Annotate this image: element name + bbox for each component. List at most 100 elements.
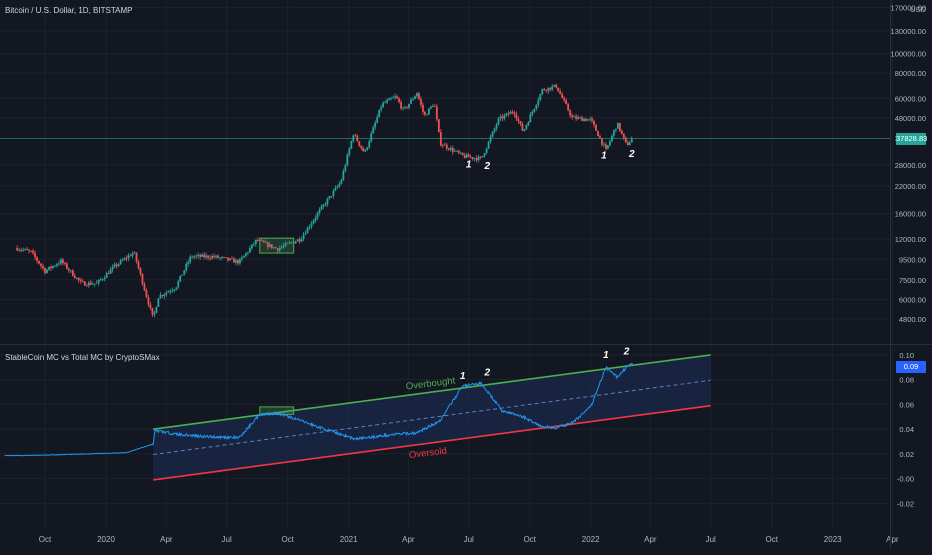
candle-body	[509, 111, 512, 115]
candle-body	[626, 142, 629, 146]
candle-body	[95, 282, 98, 284]
candle-body	[392, 97, 394, 99]
candle-body	[306, 227, 309, 234]
candle-body	[272, 247, 275, 249]
candle-body	[386, 100, 389, 103]
candle-body	[487, 141, 490, 149]
candle-body	[254, 239, 257, 245]
candle-body	[465, 154, 468, 158]
candle-body	[262, 240, 265, 243]
indicator-marker: 1	[603, 350, 609, 361]
candle-body	[203, 254, 206, 258]
channel-midline	[153, 379, 711, 456]
candle-body	[497, 118, 500, 125]
candle-body	[469, 157, 472, 158]
candle-body	[211, 255, 213, 259]
candle-body	[258, 240, 261, 241]
candle-body	[451, 147, 454, 152]
candle-body	[292, 242, 295, 244]
candle-body	[429, 106, 432, 109]
last-price-badge: 37828.83	[896, 132, 928, 145]
price-highlight-rect	[259, 237, 295, 254]
indicator-title[interactable]: StableCoin MC vs Total MC by CryptoSMax	[5, 353, 160, 362]
price-tick-label: 170000.00	[891, 3, 926, 12]
time-x-axis: Oct 2020 Apr Jul Oct 2021 Apr Jul Oct 2022 Apr Jul O…	[39, 535, 899, 544]
x-tick-label: Apr	[402, 535, 415, 544]
candle-body	[591, 118, 593, 121]
candle-body	[135, 252, 138, 262]
x-tick-label: 2020	[97, 535, 115, 544]
candle-body	[531, 111, 534, 115]
currency-label: USD	[910, 5, 926, 14]
indicator-marker: 2	[623, 346, 630, 357]
candle-body	[81, 281, 84, 282]
candle-body	[151, 307, 154, 315]
candle-body	[60, 259, 62, 264]
candle-body	[493, 128, 496, 132]
candle-body	[447, 148, 450, 150]
candle-body	[618, 122, 621, 131]
candle-body	[607, 145, 609, 149]
candle-body	[545, 90, 548, 92]
price-tick-label: 7500.00	[899, 276, 926, 285]
price-tick-label: 12000.00	[895, 235, 926, 244]
candle-body	[310, 223, 313, 227]
candle-body	[599, 136, 601, 139]
indicator-tick-label: 0.08	[899, 376, 914, 385]
candle-body	[499, 116, 502, 119]
candle-body	[181, 274, 184, 276]
x-tick-label: Jul	[464, 535, 474, 544]
candle-body	[380, 107, 383, 110]
candle-body	[237, 260, 239, 264]
candle-body	[555, 84, 558, 88]
candle-body	[193, 256, 196, 258]
candle-body	[318, 209, 321, 213]
candle-body	[330, 196, 333, 197]
candle-body	[46, 269, 48, 274]
candle-body	[587, 119, 589, 121]
candle-body	[382, 102, 385, 108]
candle-body	[595, 124, 597, 131]
candle-body	[119, 260, 122, 264]
candle-body	[358, 141, 361, 146]
candle-body	[366, 147, 369, 150]
candle-body	[519, 120, 522, 124]
price-marker: 2	[628, 149, 635, 160]
candle-body	[547, 87, 550, 92]
price-marker: 1	[601, 150, 607, 161]
price-chart-title[interactable]: Bitcoin / U.S. Dollar, 1D, BITSTAMP	[5, 6, 133, 15]
candle-body	[264, 242, 267, 244]
candle-body	[65, 263, 68, 269]
candle-body	[129, 255, 132, 257]
candle-body	[107, 273, 110, 274]
indicator-tick-label: -0.00	[897, 475, 914, 484]
candle-body	[223, 257, 225, 258]
candle-body	[286, 242, 289, 244]
candle-body	[73, 275, 76, 279]
candle-body	[543, 89, 546, 91]
candle-body	[296, 239, 299, 242]
candle-body	[577, 117, 579, 119]
candle-body	[481, 155, 484, 158]
candle-body	[453, 150, 456, 152]
candle-body	[533, 108, 536, 112]
candle-body	[374, 122, 377, 128]
candle-body	[67, 268, 70, 271]
candle-body	[326, 198, 329, 205]
candle-body	[485, 148, 488, 154]
candle-body	[612, 130, 615, 136]
candle-body	[390, 98, 393, 100]
candle-body	[205, 255, 208, 258]
candle-body	[515, 114, 518, 119]
candle-body	[322, 204, 325, 207]
candle-body	[149, 304, 152, 308]
candle-body	[609, 141, 611, 146]
candle-body	[418, 93, 420, 100]
candle-body	[471, 157, 474, 159]
candle-body	[449, 147, 452, 150]
candle-body	[117, 263, 120, 267]
candle-body	[537, 99, 540, 105]
candle-body	[334, 187, 337, 191]
